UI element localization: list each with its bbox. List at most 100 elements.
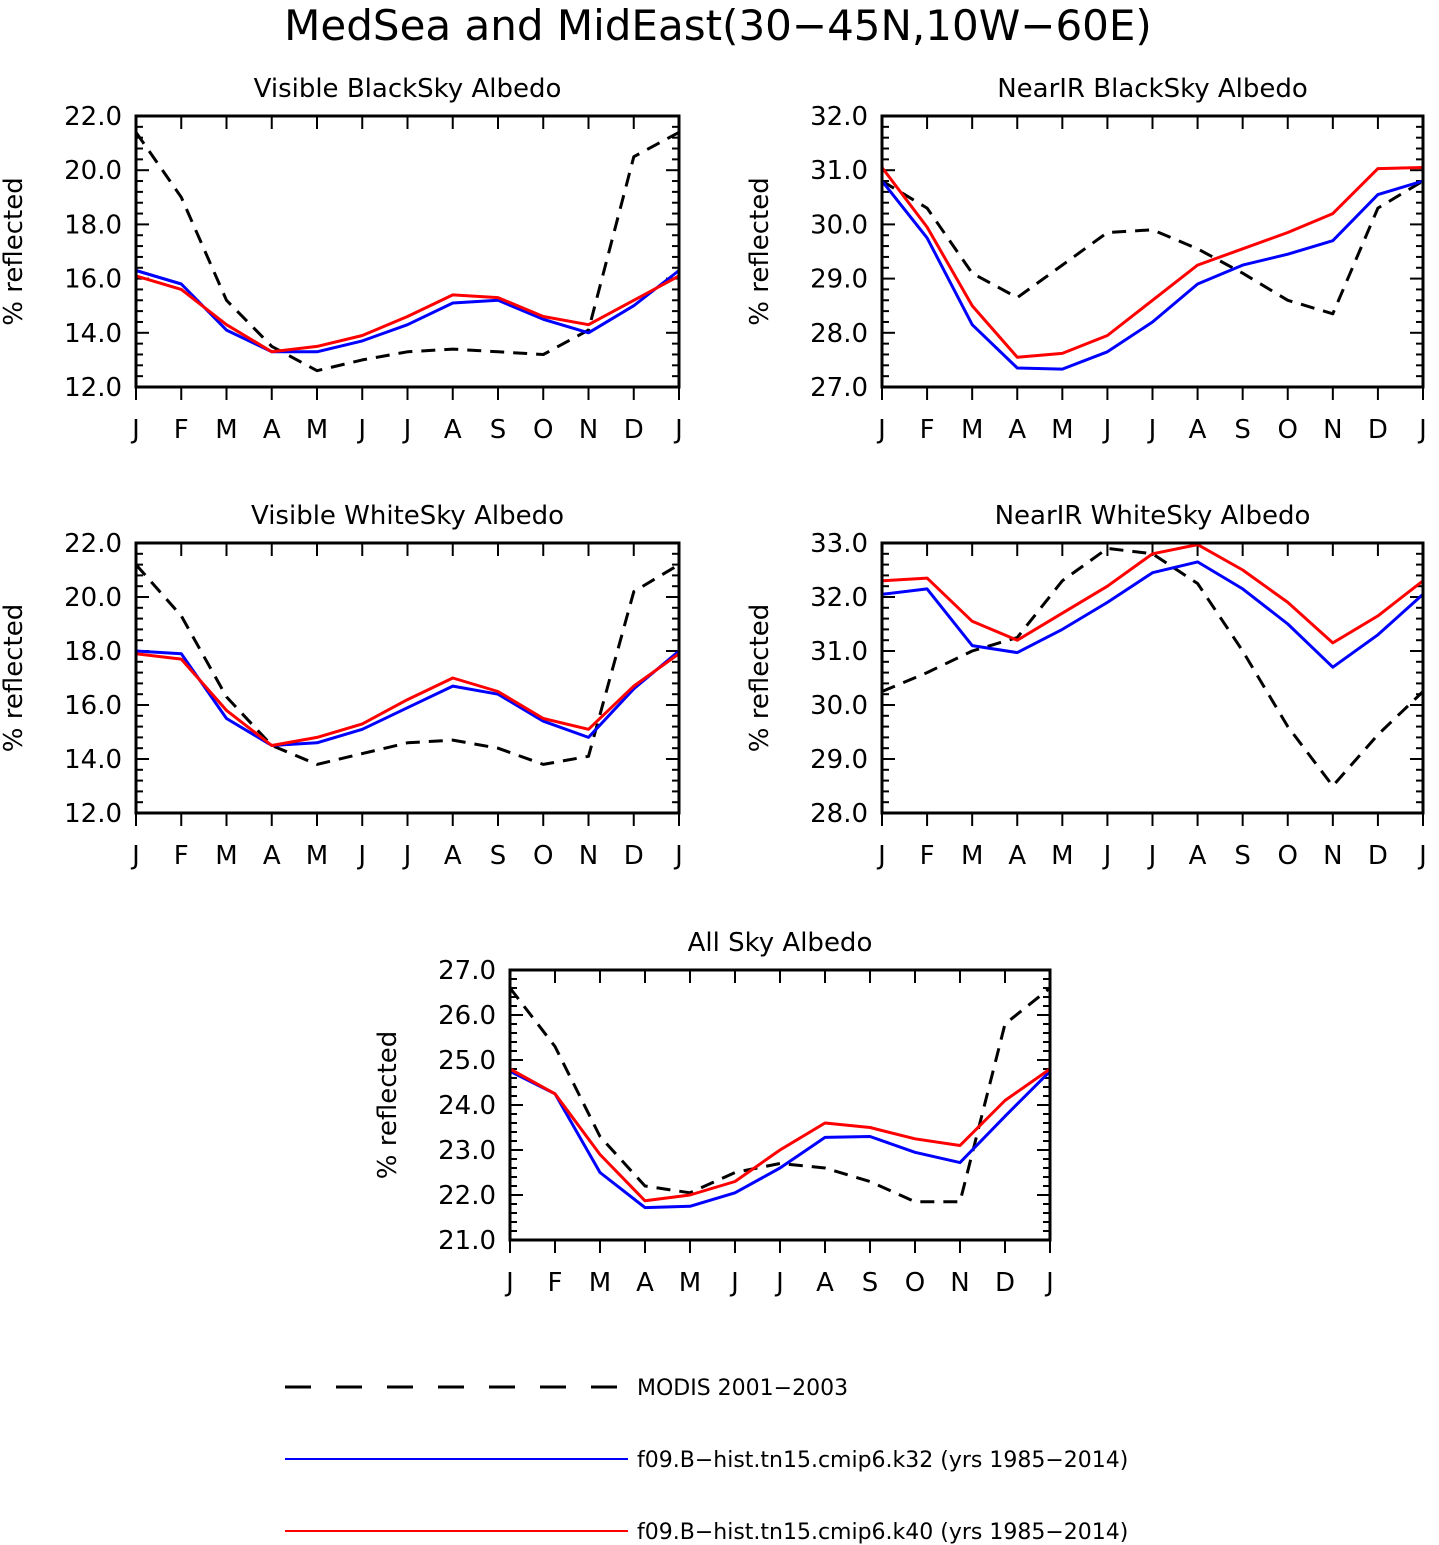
series-line-k40 (509, 1067, 1051, 1203)
panel-1: Visible BlackSky Albedo % reflected 12.0 14… (0, 74, 683, 445)
y-tick-label: 31.0 (810, 156, 868, 186)
x-tick-label: A (444, 841, 462, 871)
x-tick-label: M (215, 415, 237, 445)
y-tick-label: 27.0 (810, 373, 868, 403)
y-tick-label: 22.0 (64, 102, 122, 132)
legend-label-k32: f09.B−hist.tn15.cmip6.k32 (yrs 1985−2014… (637, 1448, 1128, 1473)
plot-frame (134, 541, 681, 815)
y-tick-label: 12.0 (64, 799, 122, 829)
x-tick-label: N (579, 841, 598, 871)
y-tick-label: 33.0 (810, 529, 868, 559)
y-tick-label: 20.0 (64, 156, 122, 186)
series-line-k32 (509, 1069, 1052, 1210)
x-tick-label: A (1008, 415, 1026, 445)
panel-title: All Sky Albedo (688, 928, 873, 958)
x-tick-label: J (504, 1268, 514, 1298)
x-tick-label: J (130, 415, 140, 445)
y-tick-label: 24.0 (438, 1091, 496, 1121)
y-axis-label: % reflected (0, 177, 29, 325)
x-tick-label: M (961, 841, 983, 871)
x-tick-label: J (1147, 841, 1157, 871)
x-tick-label: O (1278, 841, 1298, 871)
x-tick-label: J (876, 415, 886, 445)
x-tick-label: M (961, 415, 983, 445)
series-line-k32 (880, 179, 1424, 371)
x-tick-label: M (215, 841, 237, 871)
y-tick-label: 20.0 (64, 583, 122, 613)
x-tick-label: D (624, 841, 644, 871)
series-line-modis (881, 179, 1424, 316)
x-tick-label: O (905, 1268, 925, 1298)
x-tick-label: M (589, 1268, 611, 1298)
series-line-k40 (135, 274, 680, 354)
x-tick-label: F (920, 841, 935, 871)
y-axis-label: % reflected (0, 604, 29, 752)
x-tick-label: J (1102, 841, 1112, 871)
y-axis-label: % reflected (745, 177, 775, 325)
x-tick-label: J (673, 841, 683, 871)
y-tick-label: 23.0 (438, 1136, 496, 1166)
y-tick-label: 14.0 (64, 319, 122, 349)
series-line-modis (134, 563, 680, 766)
plot-frame (134, 114, 681, 389)
panel-title: NearIR WhiteSky Albedo (995, 501, 1311, 531)
y-tick-label: 32.0 (810, 102, 868, 132)
x-tick-label: J (774, 1268, 784, 1298)
y-tick-label: 18.0 (64, 637, 122, 667)
x-tick-label: J (356, 841, 366, 871)
x-tick-label: A (1008, 841, 1026, 871)
y-tick-label: 29.0 (810, 265, 868, 295)
y-tick-label: 18.0 (64, 210, 122, 240)
y-tick-label: 28.0 (810, 799, 868, 829)
panel-3: Visible WhiteSky Albedo % reflected 12.0 14… (0, 501, 683, 871)
y-tick-label: 14.0 (64, 745, 122, 775)
x-tick-label: N (950, 1268, 969, 1298)
x-tick-label: A (1189, 415, 1207, 445)
y-tick-label: 31.0 (810, 637, 868, 667)
x-tick-label: M (679, 1268, 701, 1298)
y-tick-label: 22.0 (64, 529, 122, 559)
x-tick-label: A (263, 841, 281, 871)
y-tick-label: 21.0 (438, 1226, 496, 1256)
x-tick-label: J (1044, 1268, 1054, 1298)
x-tick-label: M (306, 415, 328, 445)
x-tick-label: M (1051, 841, 1073, 871)
x-tick-label: F (548, 1268, 563, 1298)
y-tick-label: 26.0 (438, 1001, 496, 1031)
x-tick-label: O (533, 415, 553, 445)
x-tick-label: J (1417, 841, 1427, 871)
x-tick-label: A (1189, 841, 1207, 871)
panel-2: NearIR BlackSky Albedo % reflected 27.0 28.… (745, 74, 1427, 445)
y-tick-label: 32.0 (810, 583, 868, 613)
x-tick-label: D (624, 415, 644, 445)
panels: Visible BlackSky Albedo % reflected 12.0 14… (0, 74, 1427, 1298)
x-tick-label: A (816, 1268, 834, 1298)
x-tick-label: N (579, 415, 598, 445)
plot-frame (880, 541, 1425, 815)
series-line-k32 (135, 269, 680, 354)
y-tick-label: 30.0 (810, 210, 868, 240)
x-tick-label: A (444, 415, 462, 445)
x-tick-label: O (1278, 415, 1298, 445)
panel-title: Visible WhiteSky Albedo (251, 501, 564, 531)
x-tick-label: N (1323, 841, 1342, 871)
x-tick-label: J (402, 841, 412, 871)
x-tick-label: D (1368, 415, 1388, 445)
x-tick-label: S (862, 1268, 879, 1298)
x-tick-label: S (490, 415, 507, 445)
x-tick-label: A (636, 1268, 654, 1298)
x-tick-label: S (490, 841, 507, 871)
x-tick-label: J (402, 415, 412, 445)
x-tick-label: M (1051, 415, 1073, 445)
series-line-k40 (880, 166, 1424, 359)
legend: MODIS 2001−2003 f09.B−hist.tn15.cmip6.k32… (285, 1376, 1128, 1545)
x-tick-label: J (130, 841, 140, 871)
plot-frame (880, 114, 1425, 389)
x-tick-label: N (1323, 415, 1342, 445)
x-tick-label: O (533, 841, 553, 871)
x-tick-label: S (1234, 415, 1251, 445)
y-tick-label: 12.0 (64, 373, 122, 403)
x-tick-label: J (1102, 415, 1112, 445)
y-tick-label: 30.0 (810, 691, 868, 721)
x-tick-label: F (174, 841, 189, 871)
